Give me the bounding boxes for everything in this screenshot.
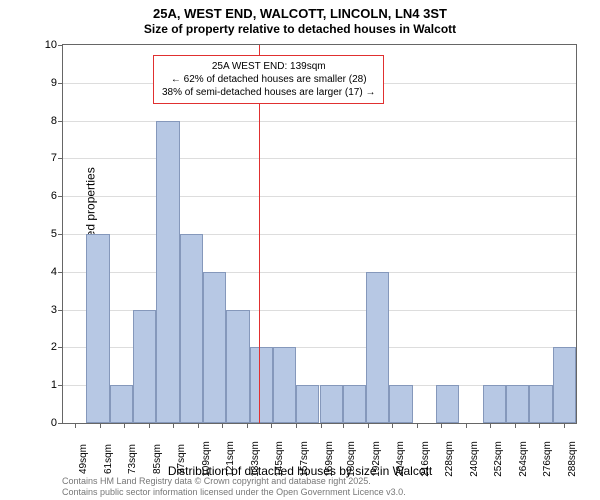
grid-line bbox=[63, 121, 576, 122]
ytick-label: 1 bbox=[51, 379, 63, 391]
ytick-label: 5 bbox=[51, 228, 63, 240]
xtick-mark bbox=[368, 423, 369, 428]
ytick-label: 3 bbox=[51, 304, 63, 316]
xtick-mark bbox=[564, 423, 565, 428]
grid-line bbox=[63, 272, 576, 273]
histogram-bar bbox=[553, 347, 576, 423]
histogram-bar bbox=[86, 234, 109, 423]
xtick-mark bbox=[247, 423, 248, 428]
chart-title: 25A, WEST END, WALCOTT, LINCOLN, LN4 3ST bbox=[0, 6, 600, 21]
ytick-label: 4 bbox=[51, 266, 63, 278]
attribution-line: Contains public sector information licen… bbox=[62, 487, 406, 498]
histogram-bar bbox=[366, 272, 389, 423]
xtick-mark bbox=[515, 423, 516, 428]
histogram-bar bbox=[133, 310, 156, 423]
xtick-mark bbox=[124, 423, 125, 428]
xtick-mark bbox=[417, 423, 418, 428]
ytick-label: 8 bbox=[51, 115, 63, 127]
xtick-mark bbox=[539, 423, 540, 428]
xtick-mark bbox=[222, 423, 223, 428]
histogram-bar bbox=[389, 385, 412, 423]
ytick-label: 7 bbox=[51, 152, 63, 164]
grid-line bbox=[63, 234, 576, 235]
histogram-bar bbox=[203, 272, 226, 423]
histogram-bar bbox=[273, 347, 296, 423]
histogram-bar bbox=[226, 310, 249, 423]
xtick-mark bbox=[321, 423, 322, 428]
annotation-line: 38% of semi-detached houses are larger (… bbox=[162, 86, 375, 99]
plot-area: 01234567891049sqm61sqm73sqm85sqm97sqm109… bbox=[62, 44, 577, 424]
grid-line bbox=[63, 196, 576, 197]
ytick-label: 6 bbox=[51, 190, 63, 202]
grid-line bbox=[63, 158, 576, 159]
xtick-mark bbox=[75, 423, 76, 428]
histogram-bar bbox=[483, 385, 506, 423]
histogram-bar bbox=[529, 385, 552, 423]
ytick-label: 9 bbox=[51, 77, 63, 89]
histogram-bar bbox=[180, 234, 203, 423]
xtick-mark bbox=[198, 423, 199, 428]
annotation-line: ← 62% of detached houses are smaller (28… bbox=[162, 73, 375, 86]
chart-container: 25A, WEST END, WALCOTT, LINCOLN, LN4 3ST… bbox=[0, 0, 600, 500]
xtick-mark bbox=[296, 423, 297, 428]
ytick-label: 10 bbox=[45, 39, 63, 51]
histogram-bar bbox=[343, 385, 366, 423]
xtick-mark bbox=[343, 423, 344, 428]
histogram-bar bbox=[156, 121, 179, 423]
histogram-bar bbox=[320, 385, 343, 423]
xtick-mark bbox=[149, 423, 150, 428]
xtick-mark bbox=[100, 423, 101, 428]
xtick-mark bbox=[466, 423, 467, 428]
chart-subtitle: Size of property relative to detached ho… bbox=[0, 22, 600, 36]
xtick-mark bbox=[490, 423, 491, 428]
histogram-bar bbox=[110, 385, 133, 423]
annotation-title: 25A WEST END: 139sqm bbox=[162, 60, 375, 73]
xtick-mark bbox=[271, 423, 272, 428]
histogram-bar bbox=[506, 385, 529, 423]
annotation-box: 25A WEST END: 139sqm← 62% of detached ho… bbox=[153, 55, 384, 104]
xtick-mark bbox=[173, 423, 174, 428]
xtick-mark bbox=[441, 423, 442, 428]
attribution-line: Contains HM Land Registry data © Crown c… bbox=[62, 476, 406, 487]
xtick-mark bbox=[392, 423, 393, 428]
ytick-label: 2 bbox=[51, 341, 63, 353]
ytick-label: 0 bbox=[51, 417, 63, 429]
histogram-bar bbox=[296, 385, 319, 423]
attribution-text: Contains HM Land Registry data © Crown c… bbox=[62, 476, 406, 498]
histogram-bar bbox=[436, 385, 459, 423]
histogram-bar bbox=[250, 347, 273, 423]
